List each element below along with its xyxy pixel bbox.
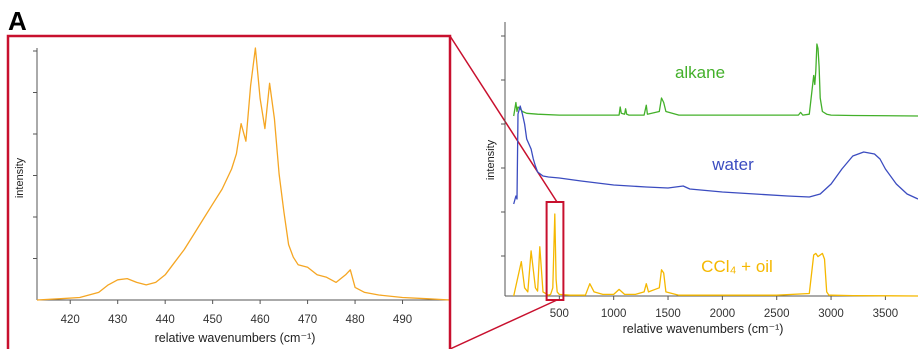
x-tick-label: 3500 xyxy=(873,308,899,320)
series-line xyxy=(513,43,918,117)
x-tick-labels: 500 1000 1500 2000 2500 3000 3500 xyxy=(550,308,898,320)
x-tick-label: 460 xyxy=(251,314,270,326)
x-tick-label: 480 xyxy=(345,314,364,326)
x-axis-ticks xyxy=(69,300,404,304)
x-tick-label: 500 xyxy=(550,308,569,320)
x-tick-label: 2000 xyxy=(710,308,736,320)
x-tick-label: 440 xyxy=(156,314,175,326)
x-tick-label: 470 xyxy=(298,314,317,326)
series-label-water: water xyxy=(711,155,754,174)
x-tick-label: 450 xyxy=(203,314,222,326)
x-tick-label: 420 xyxy=(61,314,80,326)
series-layer xyxy=(36,47,451,301)
series-layer xyxy=(513,43,918,297)
series-label-ccl4-oil: CCl₄ + oil xyxy=(701,257,773,276)
x-tick-label: 1000 xyxy=(601,308,627,320)
x-axis-title: relative wavenumbers (cm⁻¹) xyxy=(155,331,316,345)
panel-label: A xyxy=(8,6,27,36)
series-line xyxy=(513,213,918,297)
y-axis-title: intensity xyxy=(14,157,26,198)
y-axis-ticks xyxy=(501,35,505,257)
zoom-connector-top xyxy=(449,35,558,203)
series-line xyxy=(513,105,918,205)
x-tick-labels: 420 430 440 450 460 470 480 490 xyxy=(61,314,412,326)
zoom-region-highlight xyxy=(545,201,565,301)
zoom-frame xyxy=(6,34,452,349)
x-tick-label: 1500 xyxy=(655,308,681,320)
x-tick-label: 2500 xyxy=(764,308,790,320)
x-axis-ticks xyxy=(558,296,886,300)
x-tick-label: 430 xyxy=(108,314,127,326)
y-axis-title: intensity xyxy=(485,139,497,180)
x-tick-label: 3000 xyxy=(818,308,844,320)
zoom-connector-bottom xyxy=(449,299,558,349)
x-axis-title: relative wavenumbers (cm⁻¹) xyxy=(623,322,784,336)
series-line xyxy=(36,47,451,301)
overview-panel: 500 1000 1500 2000 2500 3000 3500 relative wav… xyxy=(485,22,918,336)
y-axis-ticks xyxy=(33,50,37,259)
series-label-alkane: alkane xyxy=(675,63,725,82)
x-tick-label: 490 xyxy=(393,314,412,326)
zoom-panel: 420 430 440 450 460 470 480 490 relative wavenu… xyxy=(6,34,452,349)
